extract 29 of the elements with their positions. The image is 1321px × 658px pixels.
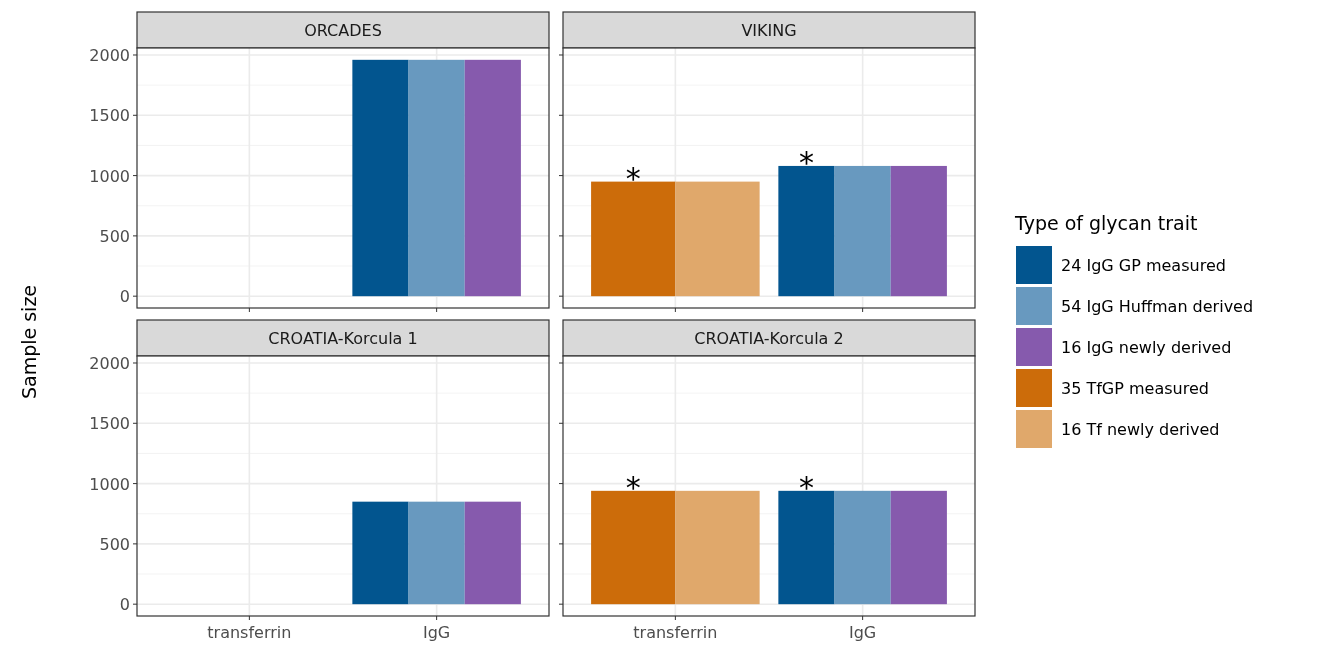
legend-title: Type of glycan trait [1014,212,1198,234]
y-tick-label: 2000 [89,353,130,373]
y-tick-label: 500 [99,534,130,554]
annotation: * [798,469,814,505]
legend-label: 24 IgG GP measured [1061,256,1226,275]
y-tick-label: 0 [119,287,130,307]
y-axis-title: Sample size [18,284,40,400]
chart-title: CROATIA-Korcula 2 [694,329,844,348]
x-tick-label: IgG [423,623,451,642]
x-tick-label: transferrin [633,623,718,642]
y-tick-label: 1500 [89,106,130,126]
legend-label: 35 TfGP measured [1061,379,1209,398]
chart-title: ORCADES [304,21,382,40]
legend-label: 16 Tf newly derived [1061,420,1220,439]
chart-title: CROATIA-Korcula 1 [268,329,418,348]
y-tick-label: 2000 [89,45,130,65]
annotation: * [798,144,814,180]
y-tick-label: 1500 [89,414,130,434]
legend-label: 54 IgG Huffman derived [1061,297,1254,316]
annotation: * [625,469,641,505]
legend-label: 16 IgG newly derived [1061,338,1232,357]
y-tick-label: 500 [99,226,130,246]
y-tick-label: 1000 [89,166,130,186]
y-tick-label: 0 [119,595,130,615]
x-tick-label: transferrin [207,623,292,642]
chart-title: VIKING [741,21,797,40]
annotation: * [625,160,641,196]
x-tick-label: IgG [849,623,877,642]
y-tick-label: 1000 [89,474,130,494]
